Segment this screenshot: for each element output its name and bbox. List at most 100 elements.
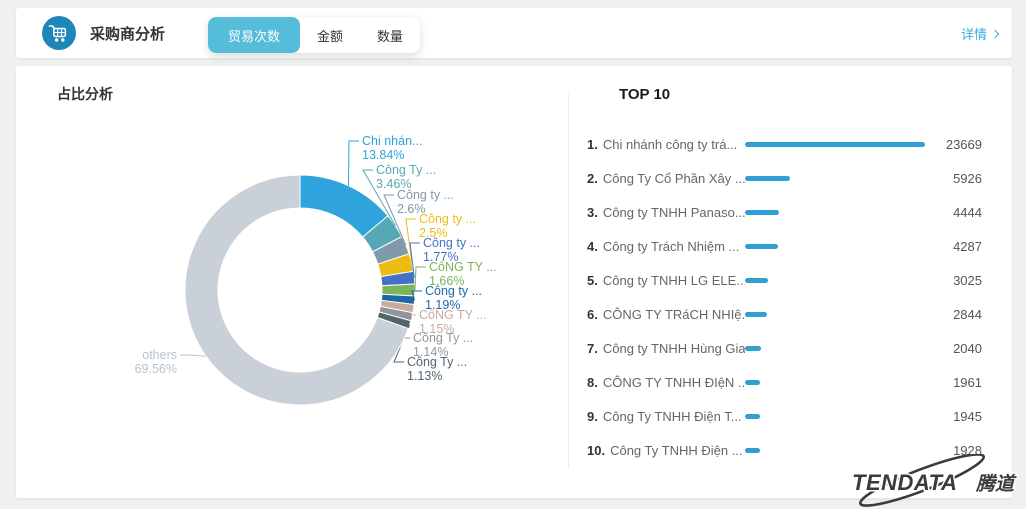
top10-bar-zone bbox=[745, 311, 933, 317]
top10-bar-zone bbox=[745, 209, 933, 215]
donut-label-name: Công Ty ... bbox=[413, 331, 474, 345]
donut-label-name: Công Ty ... bbox=[407, 355, 468, 369]
top10-value: 2040 bbox=[953, 340, 982, 356]
donut-label-name: Chi nhán... bbox=[362, 134, 423, 148]
top10-value: 4287 bbox=[953, 238, 982, 254]
share-analysis-panel: 占比分析 Chi nhán... 13.84% Công Ty ... 3.46% Cô… bbox=[16, 66, 568, 497]
top10-value: 1961 bbox=[953, 374, 982, 390]
top10-name-cell: 4. Công ty Trách Nhiệm ... bbox=[587, 239, 745, 254]
top10-row: 8. CÔNG TY TNHH ĐIệN ... 1961 bbox=[587, 365, 982, 399]
donut-label: Công Ty ... 3.46% bbox=[376, 163, 436, 191]
top10-value: 23669 bbox=[945, 136, 982, 152]
top10-bar bbox=[745, 345, 761, 351]
top10-bar-zone bbox=[745, 243, 933, 249]
top10-bar bbox=[745, 277, 768, 283]
top10-row: 3. Công ty TNHH Panaso... 4444 bbox=[587, 195, 982, 229]
donut-label: Công Ty ... 1.13% bbox=[407, 355, 467, 383]
top10-name-cell: 8. CÔNG TY TNHH ĐIệN ... bbox=[587, 375, 745, 390]
top10-bar-zone bbox=[745, 447, 933, 453]
top10-name-cell: 6. CÔNG TY TRáCH NHIệ... bbox=[587, 307, 745, 322]
top10-row: 7. Công ty TNHH Hùng Gia 2040 bbox=[587, 331, 982, 365]
top10-name-cell: 3. Công ty TNHH Panaso... bbox=[587, 205, 745, 220]
donut-label-line bbox=[180, 354, 207, 357]
details-link-label: 详情 bbox=[960, 26, 987, 42]
tendata-logo-watermark: TENDATA 腾道 bbox=[851, 454, 1018, 507]
top10-panel: TOP 10 1. Chi nhánh công ty trá... 23669 2.… bbox=[569, 66, 1012, 497]
top10-company-name: CÔNG TY TNHH ĐIệN ... bbox=[602, 374, 745, 390]
top10-company-name: Công Ty Cổ Phần Xây ... bbox=[602, 170, 745, 186]
top10-bar bbox=[745, 243, 778, 249]
top10-rank: 9. bbox=[587, 408, 598, 424]
donut-label-line bbox=[409, 242, 420, 278]
donut-label-name: others bbox=[142, 348, 177, 362]
donut-label-percent: 2.6% bbox=[397, 202, 426, 216]
donut-label-line bbox=[405, 218, 416, 263]
tab-trade-count[interactable]: 贸易次数 bbox=[208, 17, 301, 53]
top10-company-name: Công ty Trách Nhiệm ... bbox=[602, 238, 740, 254]
top10-row: 6. CÔNG TY TRáCH NHIệ... 2844 bbox=[587, 297, 982, 331]
chevron-right-icon bbox=[990, 29, 1000, 38]
details-link[interactable]: 详情 bbox=[960, 8, 1000, 58]
donut-label-percent: 13.84% bbox=[362, 148, 405, 162]
top10-company-name: Công Ty TNHH Điện ... bbox=[610, 442, 743, 458]
top10-bar-zone bbox=[745, 175, 933, 181]
donut-label: Công ty ... 1.77% bbox=[423, 236, 480, 264]
top10-rank: 8. bbox=[587, 374, 598, 390]
top10-name-cell: 9. Công Ty TNHH Điện T... bbox=[587, 409, 745, 424]
tab-quantity[interactable]: 数量 bbox=[377, 28, 404, 44]
donut-label: Công ty ... 1.19% bbox=[425, 284, 482, 312]
top10-value: 2844 bbox=[953, 306, 982, 322]
donut-label-percent: 2.5% bbox=[419, 226, 448, 240]
donut-label-percent: 1.13% bbox=[407, 369, 443, 383]
svg-text:TENDATA: TENDATA bbox=[852, 470, 957, 495]
panel-divider bbox=[568, 94, 569, 468]
top10-rank: 4. bbox=[587, 238, 598, 254]
top10-company-name: Công ty TNHH LG ELE... bbox=[602, 272, 745, 288]
share-analysis-title: 占比分析 bbox=[57, 86, 113, 102]
top10-bar bbox=[745, 379, 760, 385]
top10-title: TOP 10 bbox=[619, 86, 671, 103]
donut-label-line bbox=[347, 140, 359, 186]
donut-label-name: CôNG TY ... bbox=[419, 308, 487, 322]
donut-label-name: Công ty ... bbox=[423, 236, 480, 250]
donut-label-percent: 69.56% bbox=[134, 362, 177, 376]
donut-slice[interactable] bbox=[184, 174, 409, 406]
donut-label-name: Công Ty ... bbox=[376, 163, 437, 177]
donut-label: Công ty ... 2.5% bbox=[419, 212, 476, 240]
donut-label-line bbox=[411, 290, 422, 301]
donut-label-percent: 3.46% bbox=[376, 177, 412, 191]
top10-bar bbox=[745, 311, 767, 317]
top10-bar-zone bbox=[745, 277, 933, 283]
analysis-card: 占比分析 Chi nhán... 13.84% Công Ty ... 3.46% Cô… bbox=[16, 66, 1012, 499]
top10-rank: 10. bbox=[587, 442, 606, 458]
top10-name-cell: 2. Công Ty Cổ Phần Xây ... bbox=[587, 171, 745, 186]
top10-rank: 2. bbox=[587, 170, 598, 186]
donut-label: Công ty ... 2.6% bbox=[397, 188, 454, 216]
top10-company-name: Công Ty TNHH Điện T... bbox=[602, 408, 742, 424]
top10-name-cell: 7. Công ty TNHH Hùng Gia bbox=[587, 341, 745, 356]
top10-value: 5926 bbox=[953, 170, 982, 186]
top10-bar bbox=[745, 175, 790, 181]
donut-label-name: Công ty ... bbox=[419, 212, 476, 226]
top10-value: 1945 bbox=[953, 408, 982, 424]
purchaser-cart-icon bbox=[42, 16, 76, 50]
metric-tab-group: 贸易次数 金额 数量 bbox=[208, 17, 421, 53]
top10-rank: 6. bbox=[587, 306, 598, 322]
donut-label: CôNG TY ... 1.15% bbox=[419, 308, 487, 336]
donut-label: others 69.56% bbox=[135, 348, 177, 376]
top10-bar bbox=[745, 447, 760, 453]
top10-bar-zone bbox=[745, 141, 933, 147]
top10-row: 1. Chi nhánh công ty trá... 23669 bbox=[587, 127, 982, 161]
donut-chart bbox=[180, 140, 426, 406]
top10-list: 1. Chi nhánh công ty trá... 23669 2. Công Ty… bbox=[587, 127, 982, 467]
donut-label-name: Công ty ... bbox=[425, 284, 482, 298]
page-title: 采购商分析 bbox=[90, 25, 166, 43]
top10-company-name: Công ty TNHH Panaso... bbox=[602, 204, 745, 220]
tab-amount[interactable]: 金额 bbox=[317, 28, 344, 44]
top10-rank: 1. bbox=[587, 136, 598, 152]
header-bar: 采购商分析 贸易次数 金额 数量 详情 bbox=[16, 8, 1012, 58]
top10-name-cell: 1. Chi nhánh công ty trá... bbox=[587, 137, 745, 152]
top10-rank: 5. bbox=[587, 272, 598, 288]
top10-bar-zone bbox=[745, 379, 933, 385]
donut-label-percent: 1.15% bbox=[419, 322, 455, 336]
